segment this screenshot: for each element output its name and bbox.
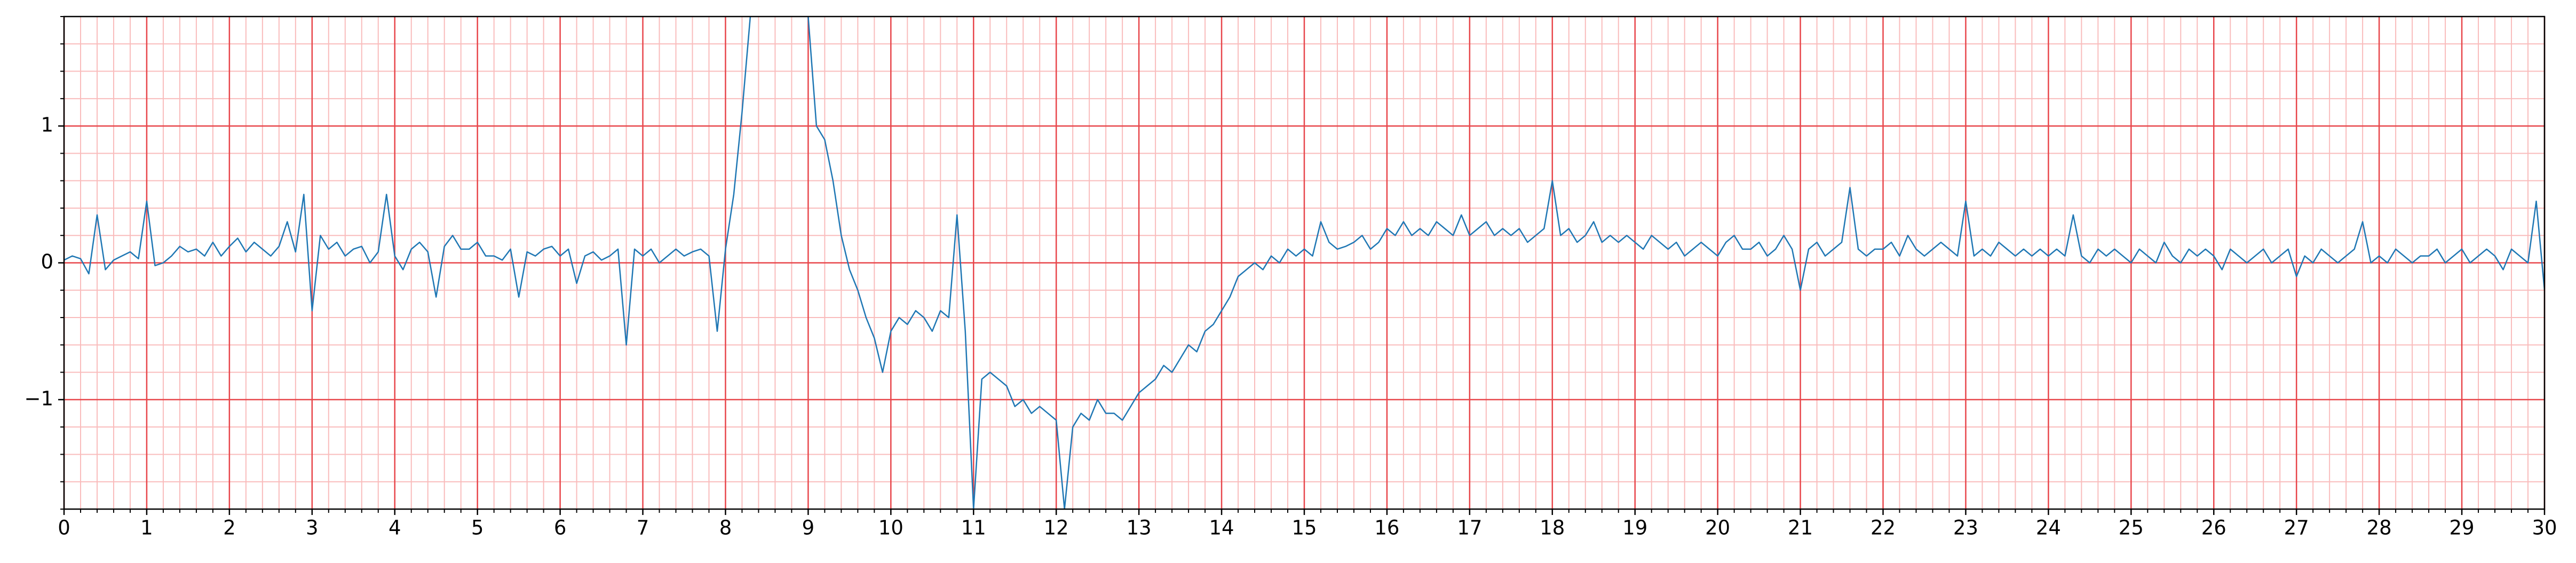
x-tick-label: 6: [554, 517, 567, 540]
plot-frame: [63, 15, 2546, 510]
x-tick-label: 3: [306, 517, 319, 540]
x-tick-label: 10: [878, 517, 903, 540]
x-tick-label: 9: [802, 517, 815, 540]
x-tick-label: 17: [1457, 517, 1482, 540]
x-tick-label: 30: [2532, 517, 2557, 540]
x-tick-label: 5: [471, 517, 484, 540]
x-tick-label: 12: [1044, 517, 1069, 540]
x-tick-label: 13: [1127, 517, 1152, 540]
x-tick-label: 0: [58, 517, 70, 540]
x-tick-label: 8: [719, 517, 732, 540]
x-tick-label: 14: [1209, 517, 1234, 540]
axes: 0 1 2 3 4 5 6 7 8 9 10 11 12 13 14 15 16 17 18 19 20 21 22 23 24…: [24, 15, 2557, 540]
x-tick-label: 28: [2367, 517, 2392, 540]
x-tick-label: 11: [961, 517, 986, 540]
x-tick-label: 23: [1953, 517, 1978, 540]
x-tick-label: 20: [1705, 517, 1730, 540]
x-tick-label: 24: [2036, 517, 2061, 540]
x-tick-label: 2: [223, 517, 236, 540]
x-tick-label: 7: [637, 517, 649, 540]
x-tick-label: 19: [1622, 517, 1647, 540]
x-tick-label: 1: [140, 517, 153, 540]
y-tick-label: −1: [24, 387, 53, 410]
major-grid: [63, 17, 2546, 509]
x-tick-label: 15: [1291, 517, 1317, 540]
x-tick-label: 26: [2201, 517, 2226, 540]
x-tick-label: 21: [1788, 517, 1813, 540]
x-tick-label: 29: [2450, 517, 2475, 540]
x-tick-label: 27: [2284, 517, 2309, 540]
y-tick-label: 1: [41, 114, 53, 137]
x-tick-label: 4: [389, 517, 401, 540]
signal-line: [64, 17, 2545, 509]
plot-area: [64, 17, 2545, 509]
x-tick-label: 18: [1540, 517, 1565, 540]
x-tick-label: 22: [1870, 517, 1896, 540]
x-tick-label: 16: [1374, 517, 1399, 540]
x-tick-label: 25: [2119, 517, 2144, 540]
y-tick-label: 0: [41, 250, 53, 273]
